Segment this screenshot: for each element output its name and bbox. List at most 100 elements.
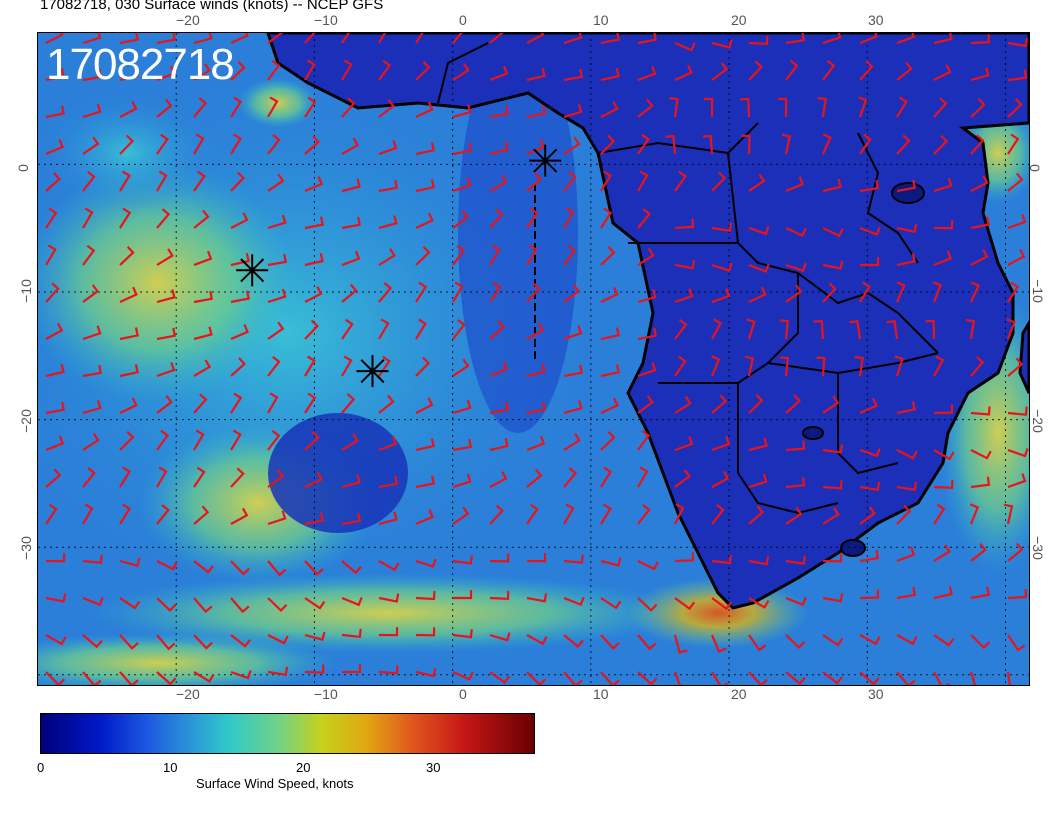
wind-barb xyxy=(746,318,756,340)
timestamp-overlay: 17082718 xyxy=(46,40,235,89)
wind-barb xyxy=(933,449,955,461)
wind-barb xyxy=(859,33,879,45)
wind-barb xyxy=(82,103,102,119)
wind-barb xyxy=(452,506,470,525)
wind-barb xyxy=(304,319,319,340)
wind-barb xyxy=(779,319,789,340)
wind-barb xyxy=(378,99,395,118)
wind-barb xyxy=(193,209,210,229)
colorbar-tick: 20 xyxy=(296,760,311,775)
wind-barb xyxy=(785,284,803,303)
wind-barb xyxy=(119,557,141,568)
wind-barb xyxy=(563,554,584,564)
wind-barb xyxy=(193,326,213,341)
wind-barb xyxy=(970,476,991,489)
wind-barb xyxy=(822,444,843,454)
wind-barb xyxy=(748,597,770,609)
wind-barb xyxy=(563,596,585,607)
wind-barb xyxy=(82,33,102,45)
wind-barb xyxy=(637,170,649,192)
wind-barb xyxy=(637,33,657,45)
wind-barb xyxy=(933,177,953,193)
wind-barb xyxy=(600,245,616,266)
wind-barb xyxy=(600,397,619,414)
asterisk-marker xyxy=(236,254,269,287)
wind-barb xyxy=(415,437,435,452)
wind-barb xyxy=(674,396,692,414)
lon-label-top: 10 xyxy=(593,12,609,28)
wind-barb xyxy=(267,33,284,44)
wind-barb xyxy=(748,505,765,525)
wind-barb xyxy=(785,59,799,81)
wind-barb xyxy=(45,363,65,378)
lon-label-top: −20 xyxy=(176,12,200,28)
calm-area xyxy=(458,33,578,433)
wind-barb xyxy=(304,512,324,526)
wind-barb xyxy=(744,355,755,377)
wind-barb xyxy=(526,139,546,156)
lat-label-left: 0 xyxy=(14,164,31,172)
wind-barb xyxy=(489,671,511,685)
wind-barb xyxy=(452,555,473,565)
wind-barb xyxy=(156,33,176,45)
wind-barb xyxy=(193,170,206,192)
wind-barb xyxy=(1007,214,1027,230)
wind-barb xyxy=(785,596,807,607)
wind-barb xyxy=(600,557,622,567)
africa-landmass xyxy=(266,33,1029,610)
wind-barb xyxy=(1007,473,1027,489)
lake xyxy=(802,426,824,440)
wind-barb xyxy=(489,244,501,266)
wind-barb xyxy=(378,593,400,603)
wind-map[interactable] xyxy=(37,32,1030,686)
wind-barb xyxy=(341,393,356,414)
wind-barb xyxy=(304,96,317,118)
wind-barb xyxy=(230,290,251,304)
wind-barb xyxy=(785,440,806,452)
wind-barb xyxy=(378,435,398,452)
wind-barb xyxy=(119,101,138,118)
wind-barb xyxy=(822,59,836,81)
lon-label-top: 0 xyxy=(459,12,467,28)
wind-barb xyxy=(82,554,103,564)
wind-barb xyxy=(378,475,398,489)
wind-barb xyxy=(156,362,176,378)
lat-label-left: −20 xyxy=(17,409,34,433)
wind-barb xyxy=(748,60,763,81)
wind-barb xyxy=(230,560,250,576)
asterisk-marker xyxy=(529,144,562,177)
wind-barb xyxy=(526,244,538,266)
wind-barb xyxy=(673,671,681,685)
wind-barb xyxy=(1007,357,1024,377)
wind-barb xyxy=(785,176,805,193)
wind-barb xyxy=(193,393,208,414)
wind-barb xyxy=(1007,588,1028,600)
wind-barb xyxy=(489,320,506,340)
wind-barb xyxy=(600,286,619,303)
wind-barb xyxy=(822,260,844,270)
wind-barb xyxy=(193,429,205,451)
wind-barb xyxy=(859,481,881,492)
wind-barb xyxy=(886,319,899,340)
wind-barb xyxy=(267,634,289,645)
wind-barb xyxy=(896,253,916,267)
wind-barb xyxy=(82,244,96,266)
wind-barb xyxy=(378,59,392,81)
wind-barb xyxy=(304,392,317,414)
wind-barb xyxy=(748,286,767,303)
wind-barb xyxy=(267,173,285,192)
wind-barb xyxy=(82,432,100,451)
wind-barb xyxy=(674,552,695,563)
wind-barb xyxy=(970,216,990,230)
wind-barb xyxy=(859,550,880,563)
wind-barb xyxy=(637,429,651,451)
wind-barb xyxy=(193,133,205,155)
wind-barb xyxy=(674,355,687,377)
wind-barb xyxy=(45,282,60,303)
wind-barb xyxy=(526,634,548,646)
wind-barb xyxy=(230,324,249,341)
wind-barb xyxy=(378,318,390,340)
wind-barb xyxy=(600,170,612,192)
wind-barb xyxy=(822,507,840,525)
wind-barb xyxy=(489,590,510,600)
